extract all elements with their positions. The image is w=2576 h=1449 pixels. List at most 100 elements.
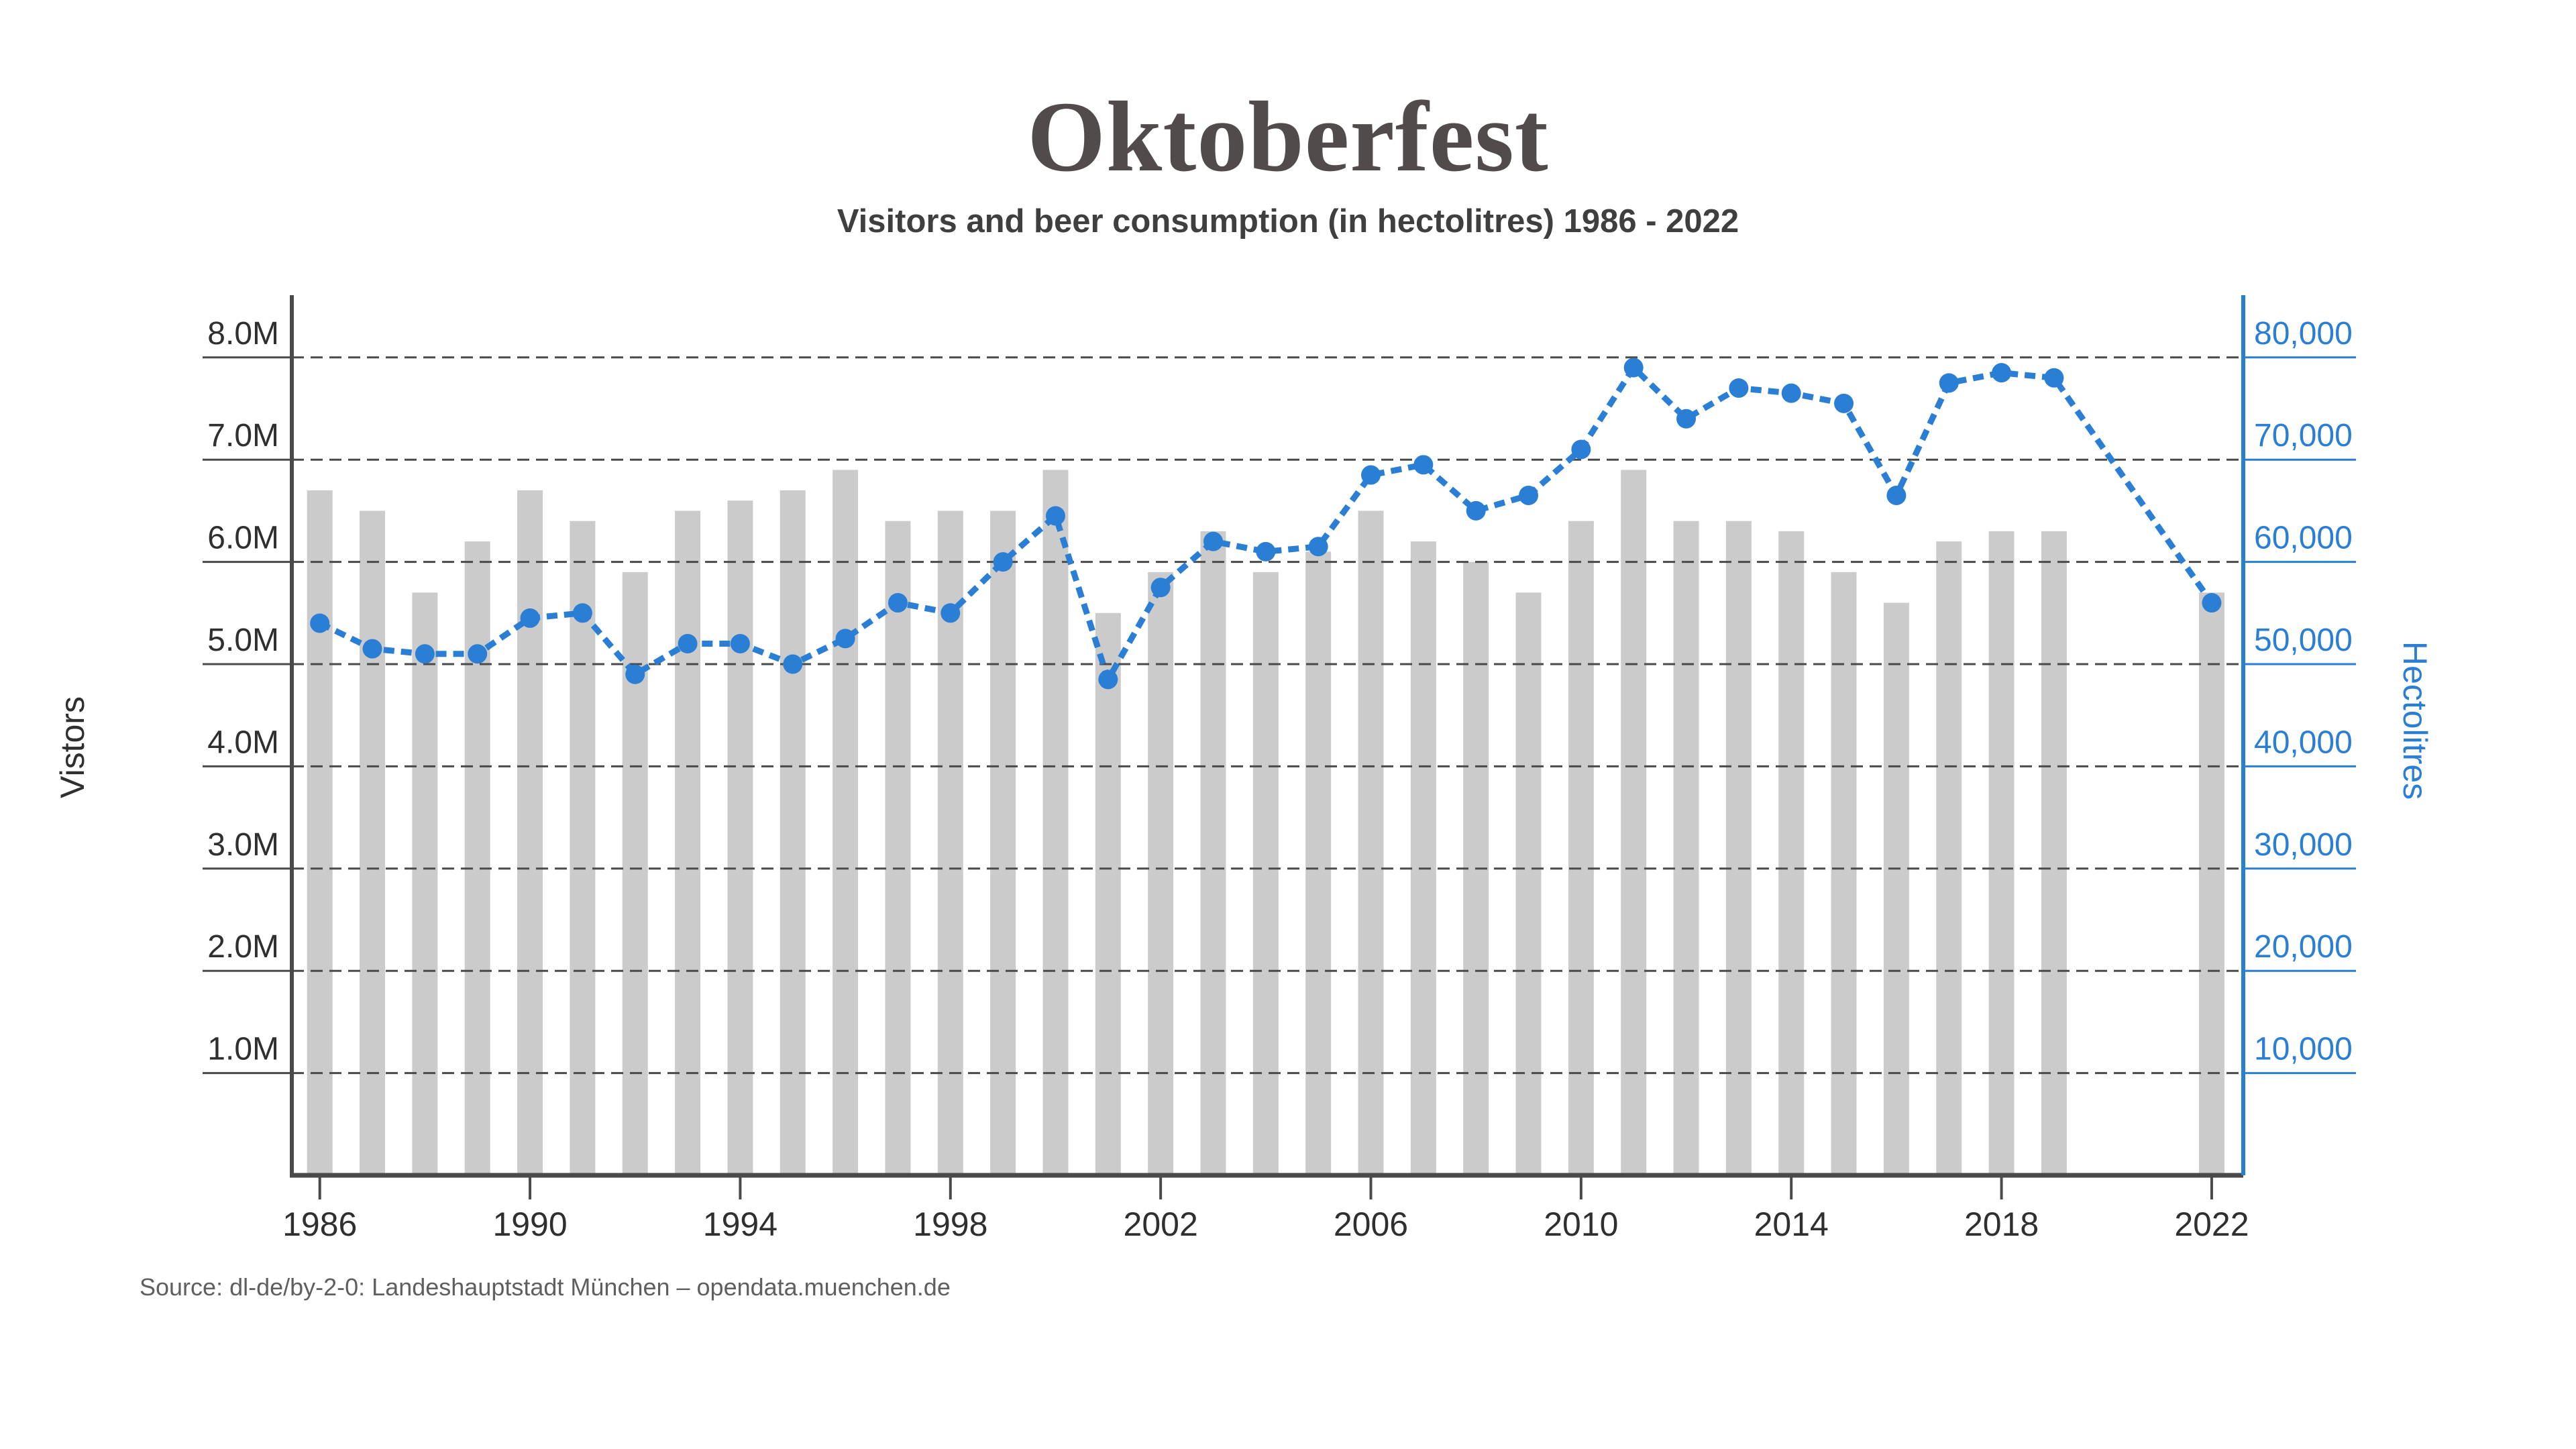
- visitors-bar-1986: [307, 490, 333, 1175]
- visitors-bar-1997: [885, 521, 911, 1175]
- beer-point-2005: [1308, 537, 1328, 557]
- visitors-bar-1995: [780, 490, 806, 1175]
- x-tick-label: 2022: [2174, 1205, 2249, 1243]
- visitors-bar-2006: [1358, 511, 1384, 1175]
- beer-point-2006: [1361, 465, 1381, 485]
- beer-point-2019: [2044, 368, 2064, 388]
- beer-point-1992: [625, 664, 645, 684]
- beer-point-1986: [310, 613, 330, 633]
- visitors-bar-1990: [517, 490, 543, 1175]
- beer-line: [318, 362, 2214, 688]
- left-tick-label: 2.0M: [207, 929, 279, 965]
- visitors-bar-1994: [727, 500, 753, 1175]
- beer-point-2000: [1045, 506, 1065, 526]
- beer-point-1989: [468, 644, 488, 664]
- right-tick-label: 80,000: [2254, 316, 2353, 352]
- left-tick-label: 4.0M: [207, 724, 279, 760]
- x-tick-label: 2002: [1124, 1205, 1198, 1243]
- visitors-bar-1996: [833, 470, 859, 1176]
- left-tick-label: 6.0M: [207, 521, 279, 556]
- beer-point-2010: [1571, 439, 1591, 460]
- chart-subtitle: Visitors and beer consumption (in hectol…: [837, 203, 1739, 239]
- visitors-bar-2001: [1095, 612, 1121, 1175]
- beer-point-2018: [1992, 363, 2012, 383]
- beer-point-2004: [1256, 541, 1276, 561]
- x-tick-label: 1998: [913, 1205, 987, 1243]
- x-tick-label: 1990: [492, 1205, 567, 1243]
- beer-point-2016: [1886, 486, 1907, 506]
- visitors-bar-2003: [1200, 531, 1226, 1175]
- beer-point-2017: [1939, 373, 1959, 393]
- visitors-bar-2002: [1148, 572, 1174, 1175]
- visitors-bar-2007: [1410, 541, 1436, 1175]
- left-tick-label: 7.0M: [207, 418, 279, 453]
- beer-point-2014: [1781, 383, 1801, 403]
- beer-point-1995: [783, 654, 803, 674]
- visitors-bar-2012: [1673, 521, 1699, 1175]
- beer-point-1993: [678, 634, 698, 654]
- visitors-bar-2010: [1568, 521, 1594, 1175]
- visitors-bar-2014: [1778, 531, 1805, 1175]
- beer-point-1997: [888, 593, 908, 613]
- right-tick-label: 40,000: [2254, 724, 2353, 760]
- beer-point-1998: [941, 603, 961, 623]
- visitors-bar-1987: [360, 511, 386, 1175]
- visitors-bar-1988: [412, 592, 438, 1175]
- visitors-bar-2011: [1621, 470, 1647, 1176]
- visitors-bar-2015: [1831, 572, 1857, 1175]
- right-tick-label: 50,000: [2254, 623, 2353, 658]
- beer-point-1990: [520, 608, 540, 628]
- right-tick-label: 30,000: [2254, 827, 2353, 863]
- beer-point-1999: [993, 552, 1013, 572]
- beer-point-2022: [2202, 593, 2222, 613]
- right-tick-label: 60,000: [2254, 521, 2353, 556]
- visitors-bar-2013: [1725, 521, 1752, 1175]
- beer-point-2002: [1150, 578, 1171, 598]
- visitors-bar-2005: [1305, 551, 1332, 1175]
- x-tick-label: 2010: [1544, 1205, 1618, 1243]
- visitors-bar-1999: [990, 511, 1016, 1175]
- left-tick-label: 8.0M: [207, 316, 279, 352]
- visitors-bar-2018: [1988, 531, 2015, 1175]
- beer-point-1996: [835, 629, 855, 649]
- visitors-bar-2009: [1515, 592, 1542, 1175]
- source-note: Source: dl-de/by-2-0: Landeshauptstadt M…: [140, 1273, 951, 1301]
- left-tick-label: 3.0M: [207, 827, 279, 863]
- beer-point-2013: [1729, 378, 1749, 398]
- visitors-bar-2017: [1936, 541, 1962, 1175]
- right-tick-label: 20,000: [2254, 929, 2353, 965]
- beer-point-2009: [1519, 486, 1539, 506]
- visitors-bar-2016: [1883, 602, 1909, 1175]
- beer-point-1988: [415, 644, 435, 664]
- beer-point-2008: [1466, 500, 1486, 521]
- beer-point-2001: [1098, 669, 1118, 690]
- visitors-bar-1991: [570, 521, 596, 1175]
- right-tick-label: 70,000: [2254, 418, 2353, 453]
- beer-point-1991: [572, 603, 592, 623]
- beer-point-1987: [362, 639, 382, 659]
- beer-point-2015: [1834, 393, 1854, 413]
- visitors-bar-2022: [2198, 592, 2224, 1175]
- visitors-bar-2000: [1042, 470, 1069, 1176]
- beer-point-2012: [1676, 409, 1697, 429]
- left-tick-label: 5.0M: [207, 623, 279, 658]
- x-tick-label: 2006: [1334, 1205, 1408, 1243]
- x-tick-label: 2014: [1754, 1205, 1829, 1243]
- visitors-bar-1989: [464, 541, 490, 1175]
- beer-point-2007: [1413, 455, 1434, 475]
- visitors-bar-2019: [2041, 531, 2067, 1175]
- beer-point-1994: [730, 634, 750, 654]
- x-tick-label: 1986: [282, 1205, 357, 1243]
- chart-title: Oktoberfest: [1027, 81, 1549, 193]
- right-tick-label: 10,000: [2254, 1032, 2353, 1067]
- beer-point-2003: [1203, 531, 1223, 551]
- visitors-bar-2004: [1252, 572, 1279, 1175]
- x-tick-label: 2018: [1964, 1205, 2039, 1243]
- x-tick-label: 1994: [703, 1205, 777, 1243]
- left-tick-label: 1.0M: [207, 1032, 279, 1067]
- visitors-bar-1992: [622, 572, 648, 1175]
- visitors-bar-1993: [675, 511, 701, 1175]
- beer-point-2011: [1623, 358, 1644, 378]
